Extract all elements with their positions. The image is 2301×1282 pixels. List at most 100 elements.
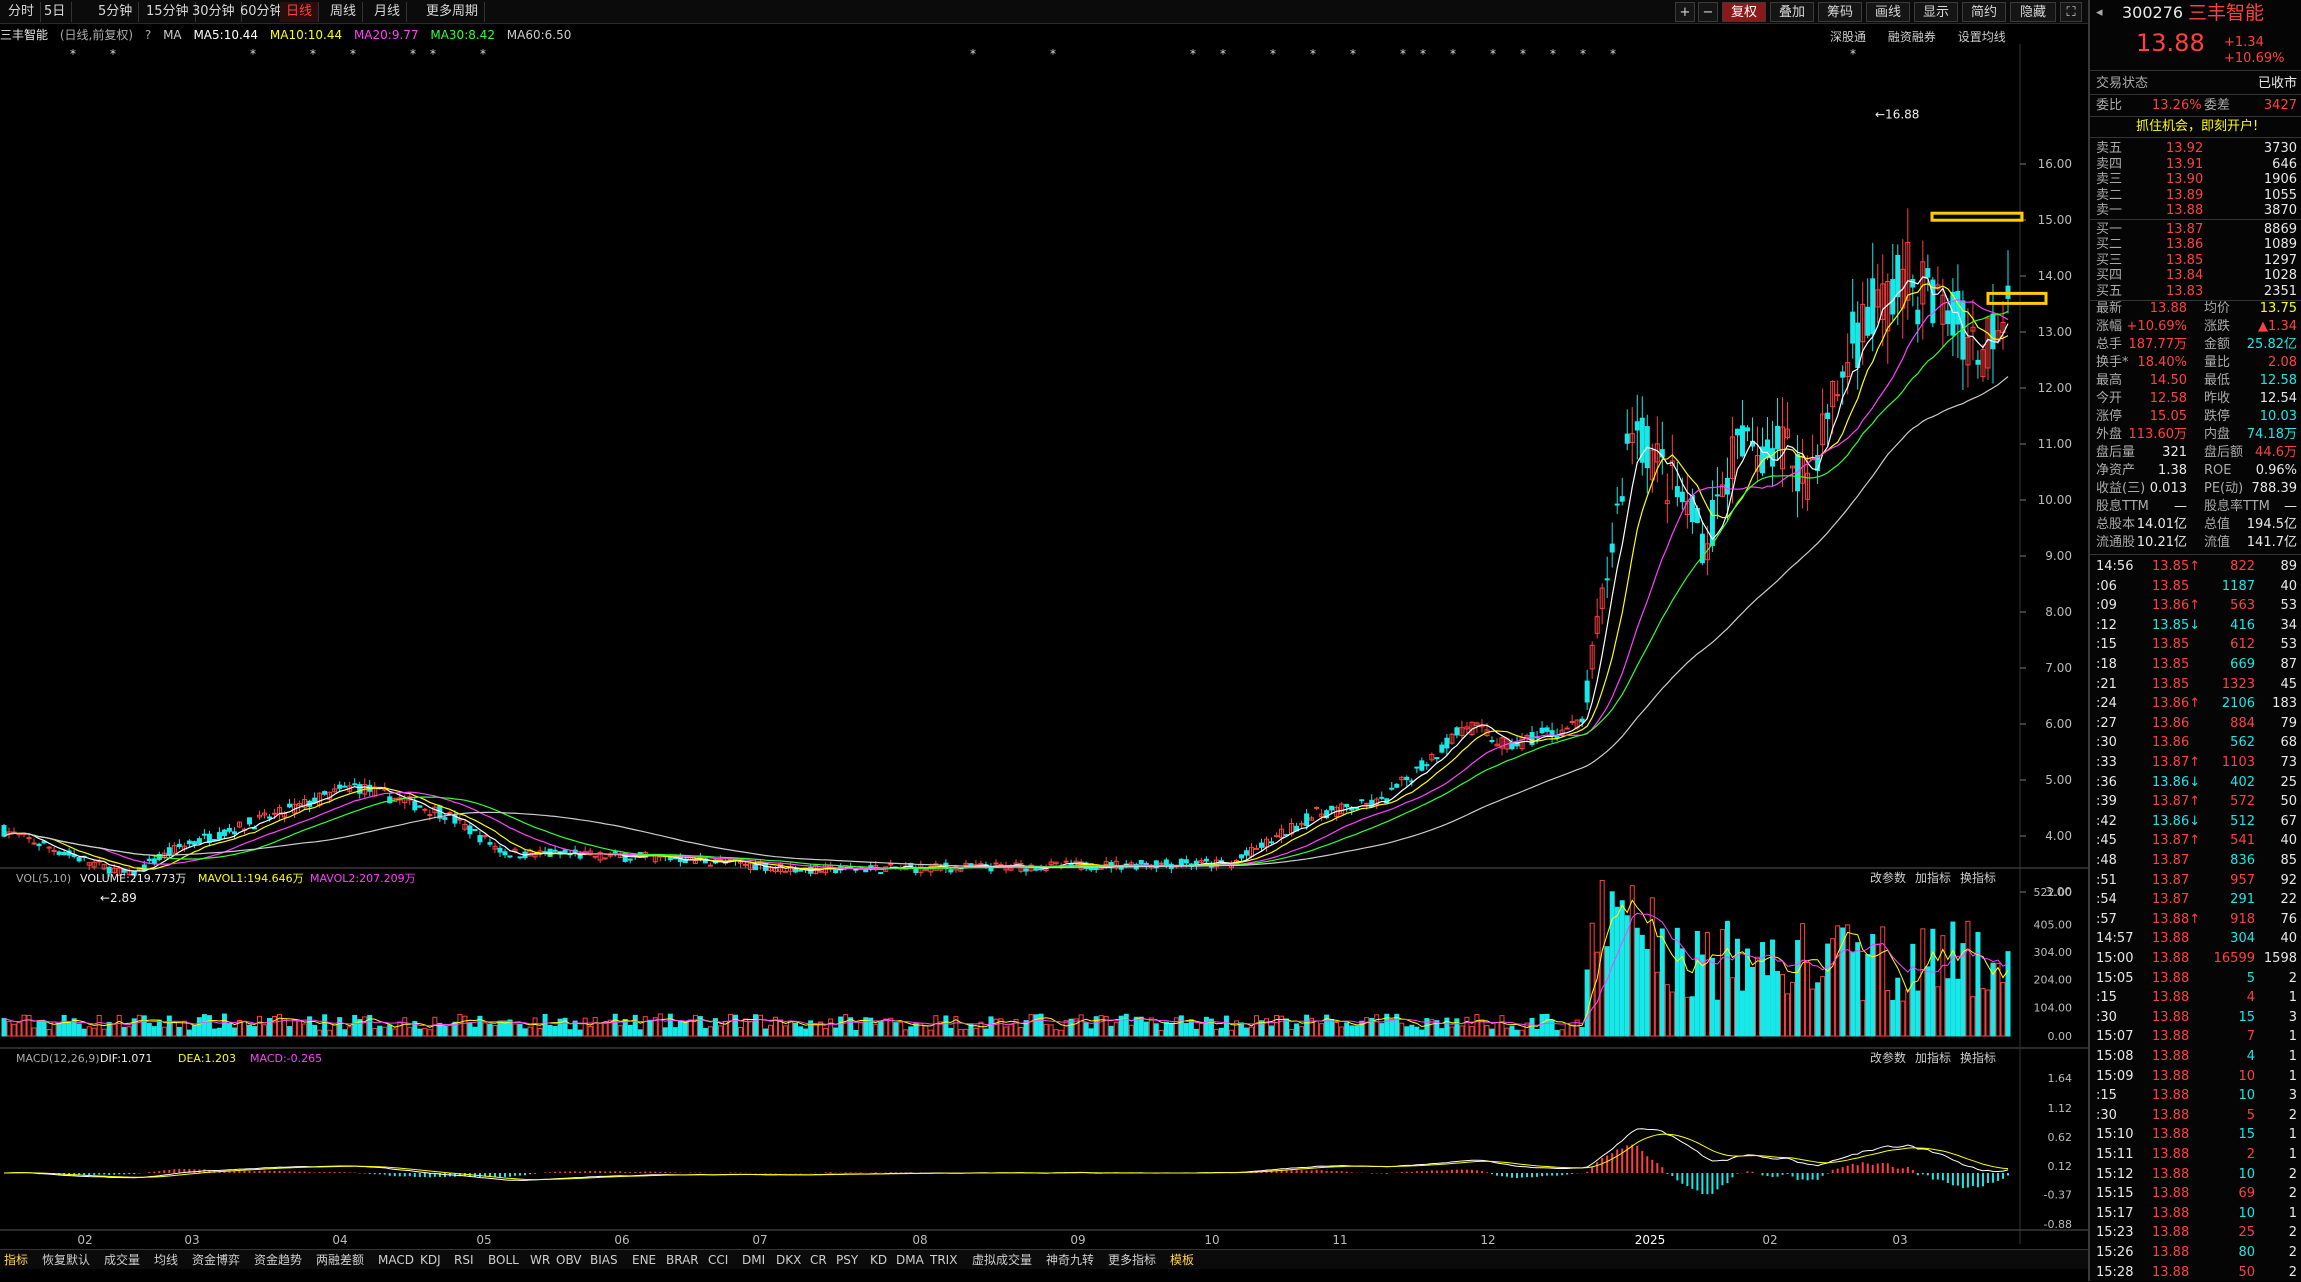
volume-bar xyxy=(1439,1028,1445,1037)
ma-settings-link[interactable]: 设置均线 xyxy=(1957,30,2006,44)
indicator-tab-8[interactable]: KDJ xyxy=(420,1253,441,1267)
vol-link-2[interactable]: 换指标 xyxy=(1960,870,1996,885)
event-marker[interactable]: * xyxy=(1270,47,1276,61)
event-marker[interactable]: * xyxy=(430,47,436,61)
hk-connect-link[interactable]: 深股通 xyxy=(1830,30,1867,44)
volume-bar xyxy=(923,1025,929,1037)
candle-body xyxy=(1945,310,1951,325)
period-btn-7[interactable]: 周线 xyxy=(324,2,364,22)
indicator-tab-9[interactable]: RSI xyxy=(454,1253,474,1267)
toolbar-btn-0[interactable]: + xyxy=(1675,2,1695,22)
indicator-tab-16[interactable]: CCI xyxy=(708,1253,729,1267)
period-btn-9[interactable]: 更多周期 xyxy=(420,2,486,22)
indicator-tab-19[interactable]: CR xyxy=(810,1253,827,1267)
indicator-tab-4[interactable]: 资金博弈 xyxy=(192,1253,241,1267)
volume-bar xyxy=(808,1020,814,1037)
event-marker[interactable]: * xyxy=(1050,47,1056,61)
event-marker[interactable]: * xyxy=(310,47,316,61)
event-marker[interactable]: * xyxy=(1190,47,1196,61)
event-marker[interactable]: * xyxy=(1220,47,1226,61)
event-marker[interactable]: * xyxy=(1400,47,1406,61)
tick-time: :18 xyxy=(2096,657,2117,672)
indicator-tab-25[interactable]: 神奇九转 xyxy=(1046,1253,1095,1267)
event-marker[interactable]: * xyxy=(350,47,356,61)
indicator-tab-20[interactable]: PSY xyxy=(836,1253,859,1267)
volume-bar xyxy=(126,1026,132,1037)
indicator-tab-7[interactable]: MACD xyxy=(378,1253,414,1267)
margin-trading-link[interactable]: 融资融券 xyxy=(1887,30,1936,44)
indicator-tab-24[interactable]: 虚拟成交量 xyxy=(972,1253,1033,1267)
event-marker[interactable]: * xyxy=(250,47,256,61)
indicator-tab-18[interactable]: DKX xyxy=(776,1253,802,1267)
event-marker[interactable]: * xyxy=(1850,47,1856,61)
stat-value: +10.69% xyxy=(2126,319,2187,334)
indicator-tab-10[interactable]: BOLL xyxy=(488,1253,519,1267)
volume-bar xyxy=(737,1026,743,1037)
event-marker[interactable]: * xyxy=(1520,47,1526,61)
toolbar-btn-9[interactable]: ⛶ xyxy=(2060,2,2082,22)
indicator-tab-1[interactable]: 恢复默认 xyxy=(42,1253,91,1267)
toolbar-btn-5[interactable]: 画线 xyxy=(1866,2,1910,22)
toolbar-btn-3[interactable]: 叠加 xyxy=(1770,2,1814,22)
indicator-tab-0[interactable]: 指标 xyxy=(4,1253,29,1267)
indicator-tab-27[interactable]: 模板 xyxy=(1170,1253,1195,1267)
event-marker[interactable]: * xyxy=(1420,47,1426,61)
toolbar-btn-4[interactable]: 筹码 xyxy=(1818,2,1862,22)
event-marker[interactable]: * xyxy=(480,47,486,61)
period-btn-0[interactable]: 分时 xyxy=(2,2,42,22)
indicator-tab-6[interactable]: 两融差额 xyxy=(316,1253,365,1267)
kline-chart[interactable]: 16.00 15.00 14.00 13.00 12.00 11.00 10.00 9.00 8… xyxy=(0,44,2088,1248)
indicator-tab-17[interactable]: DMI xyxy=(742,1253,766,1267)
indicator-tab-21[interactable]: KD xyxy=(870,1253,888,1267)
indicator-tab-3[interactable]: 均线 xyxy=(154,1253,179,1267)
macd-link-0[interactable]: 改参数 xyxy=(1870,1050,1906,1065)
indicator-tab-11[interactable]: WR xyxy=(530,1253,551,1267)
period-btn-1[interactable]: 5日 xyxy=(38,2,73,22)
candle-body xyxy=(1118,866,1124,870)
volume-bar xyxy=(522,1028,528,1037)
candle-body xyxy=(1790,465,1796,469)
period-btn-8[interactable]: 月线 xyxy=(368,2,408,22)
tick-time: 15:23 xyxy=(2096,1225,2134,1241)
toolbar-btn-1[interactable]: − xyxy=(1698,2,1718,22)
stat-value: 10.03 xyxy=(2259,409,2297,424)
event-marker[interactable]: * xyxy=(110,47,116,61)
period-btn-4[interactable]: 30分钟 xyxy=(186,2,242,22)
period-btn-2[interactable]: 5分钟 xyxy=(92,2,140,22)
indicator-tab-13[interactable]: BIAS xyxy=(590,1253,618,1267)
event-marker[interactable]: * xyxy=(1550,47,1556,61)
toolbar-btn-2[interactable]: 复权 xyxy=(1722,2,1766,22)
macd-link-1[interactable]: 加指标 xyxy=(1915,1050,1951,1065)
event-marker[interactable]: * xyxy=(410,47,416,61)
period-btn-6[interactable]: 日线 xyxy=(280,2,320,22)
macd-link-2[interactable]: 换指标 xyxy=(1960,1050,1996,1065)
event-marker[interactable]: * xyxy=(1490,47,1496,61)
event-marker[interactable]: * xyxy=(1610,47,1616,61)
event-marker[interactable]: * xyxy=(1310,47,1316,61)
volume-bar xyxy=(1870,934,1876,1037)
event-marker[interactable]: * xyxy=(970,47,976,61)
event-marker[interactable]: * xyxy=(1350,47,1356,61)
toolbar-btn-6[interactable]: 显示 xyxy=(1914,2,1958,22)
toolbar-btn-7[interactable]: 简约 xyxy=(1962,2,2006,22)
indicator-tab-23[interactable]: TRIX xyxy=(930,1253,958,1267)
indicator-tab-2[interactable]: 成交量 xyxy=(104,1253,141,1267)
indicator-tab-22[interactable]: DMA xyxy=(896,1253,924,1267)
volume-bar xyxy=(66,1021,72,1037)
event-marker[interactable]: * xyxy=(1450,47,1456,61)
vol-link-1[interactable]: 加指标 xyxy=(1915,870,1951,885)
open-account-link[interactable]: 抓住机会，即刻开户! xyxy=(2136,119,2259,134)
indicator-tab-12[interactable]: OBV xyxy=(556,1253,582,1267)
settings-icon[interactable]: ? xyxy=(144,28,152,42)
event-marker[interactable]: * xyxy=(1580,47,1586,61)
indicator-tab-5[interactable]: 资金趋势 xyxy=(254,1253,303,1267)
vol-link-0[interactable]: 改参数 xyxy=(1870,870,1906,885)
indicator-tab-26[interactable]: 更多指标 xyxy=(1108,1253,1157,1267)
period-btn-3[interactable]: 15分钟 xyxy=(140,2,196,22)
volume-bar xyxy=(1734,938,1740,1037)
indicator-tab-15[interactable]: BRAR xyxy=(666,1253,699,1267)
toolbar-btn-8[interactable]: 隐藏 xyxy=(2010,2,2056,22)
event-marker[interactable]: * xyxy=(70,47,76,61)
indicator-tab-14[interactable]: ENE xyxy=(632,1253,657,1267)
bid-label: 买三 xyxy=(2096,252,2123,268)
